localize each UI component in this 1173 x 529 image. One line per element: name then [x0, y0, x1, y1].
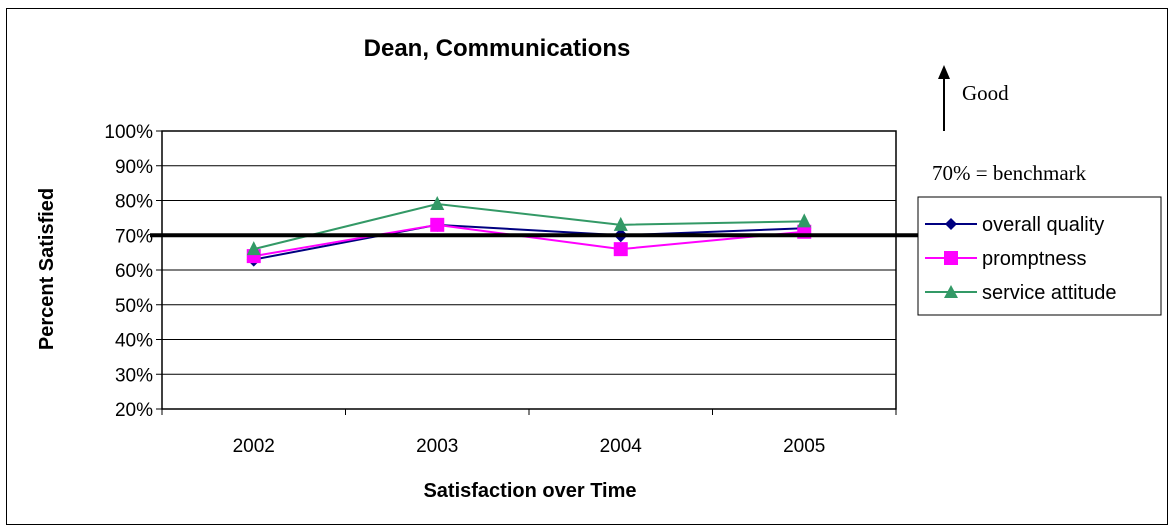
x-tick-label: 2005: [783, 436, 825, 457]
data-point: [613, 216, 628, 231]
legend-label: service attitude: [982, 282, 1117, 304]
y-tick-label: 60%: [115, 261, 153, 282]
good-label: Good: [962, 81, 1009, 105]
data-point: [430, 195, 445, 210]
legend-box: [917, 196, 1162, 316]
y-tick-label: 100%: [104, 122, 153, 143]
data-point: [613, 242, 628, 257]
line-chart: Dean, Communications 20% 30% 40% 50% 60% 70% 8…: [36, 35, 1162, 502]
series-line: [253, 223, 805, 261]
y-tick-label: 40%: [115, 331, 153, 352]
data-point: [430, 217, 445, 232]
triangle-marker-icon: [944, 285, 958, 298]
benchmark-note: 70% = benchmark: [932, 161, 1087, 185]
data-point: [797, 213, 812, 228]
x-tick-label: 2003: [416, 436, 458, 457]
series-line: [253, 202, 805, 251]
plot-area: 20% 30% 40% 50% 60% 70% 80% 90% 100% 2002 2003 2004…: [104, 122, 918, 457]
y-tick-label: 70%: [115, 226, 153, 247]
good-annotation: Good: [938, 65, 1009, 131]
legend-item-service-attitude: service attitude: [925, 282, 1117, 304]
legend-label: overall quality: [982, 214, 1104, 236]
data-point: [246, 241, 261, 256]
y-axis-label: Percent Satisfied: [36, 188, 58, 350]
x-axis-label: Satisfaction over Time: [423, 480, 636, 502]
y-tick-label: 20%: [115, 400, 153, 421]
legend-label: promptness: [982, 248, 1087, 270]
square-marker-icon: [944, 251, 958, 265]
legend: overall quality promptness service attit…: [917, 196, 1162, 316]
legend-item-overall-quality: overall quality: [925, 214, 1104, 236]
y-tick-label: 50%: [115, 296, 153, 317]
y-tick-label: 80%: [115, 192, 153, 213]
y-tick-label: 30%: [115, 365, 153, 386]
x-tick-label: 2002: [233, 436, 275, 457]
diamond-marker-icon: [945, 218, 957, 230]
legend-item-promptness: promptness: [925, 248, 1087, 270]
x-tick-label: 2004: [600, 436, 643, 457]
chart-frame: Dean, Communications 20% 30% 40% 50% 60% 70% 8…: [6, 8, 1168, 525]
up-arrow-icon: [938, 65, 950, 79]
y-tick-label: 90%: [115, 157, 153, 178]
chart-title: Dean, Communications: [364, 35, 631, 62]
